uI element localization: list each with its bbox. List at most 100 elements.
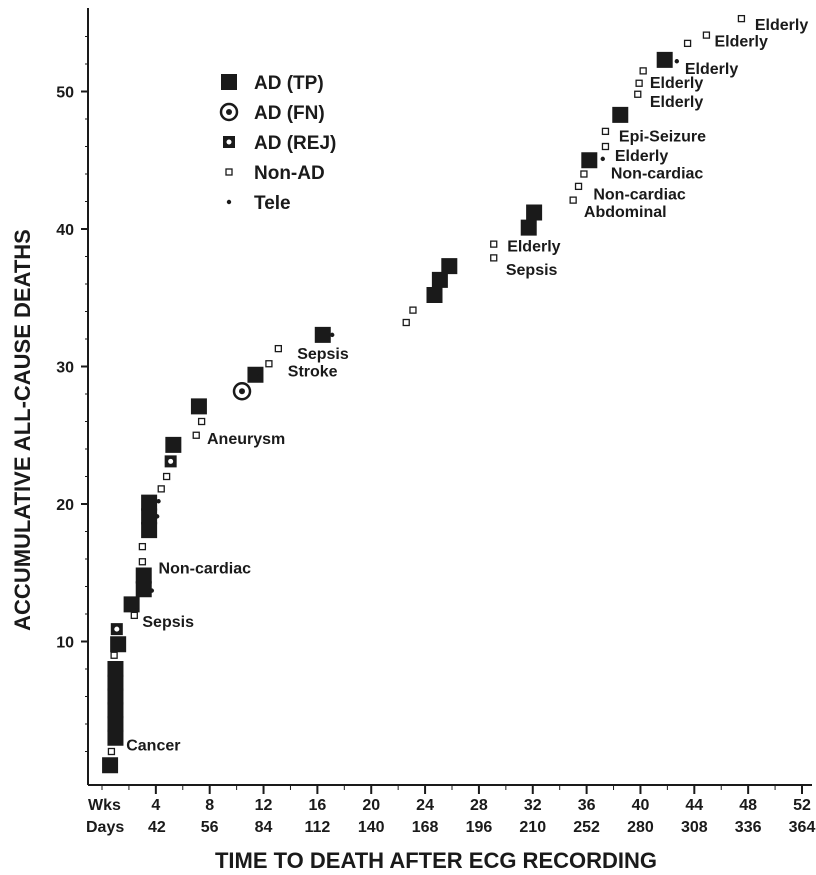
annotation-label: Non-cardiac [593,186,686,203]
annotation-label: Sepsis [142,614,194,631]
x-tick-label-day: 252 [573,819,600,836]
point-nonad [702,31,711,39]
point-nonad [157,485,165,493]
point-tele [257,373,262,379]
point-tp [135,581,152,598]
annotation-label: Elderly [715,34,768,51]
x-tick-label-day: 42 [148,819,166,836]
annotation-label: Elderly [650,75,703,92]
x-tick-label-week: 32 [524,797,542,814]
point-tp [123,596,140,613]
x-tick-label-week: 16 [308,797,326,814]
annotation-label: Elderly [650,94,703,111]
point-tp [107,688,124,705]
point-tp [141,494,158,511]
point-nonad [265,360,273,368]
legend-marker-fn-dot [226,109,232,115]
point-nonad [737,14,746,23]
x-tick-label-week: 52 [793,797,811,814]
x-tick-label-week: 48 [739,797,757,814]
point-rej-hole [168,458,174,464]
y-ticks: 10 20 30 40 50 [56,36,88,752]
x-tick-label-week: 8 [205,797,214,814]
legend-label-tele: Tele [254,193,291,214]
annotation-label: Elderly [755,17,808,34]
point-fn-dot [239,388,245,395]
point-nonad [490,254,498,262]
annotation-label: Sepsis [297,346,349,363]
x-ticks: Wks Days 4 42 8 56 12 84 16 112 20 140 24 168 28 196 32 2… [86,785,815,836]
annotation-label: Cancer [126,738,180,755]
x-tick-label-week: 20 [362,797,380,814]
point-tp [165,436,182,453]
annotations: CancerSepsisNon-cardiacAneurysmStrokeSep… [126,17,808,755]
point-tele [149,588,155,593]
point-nonad [274,344,282,353]
point-nonad [138,542,147,551]
annotation-label: Sepsis [506,262,558,279]
point-tp [107,674,124,691]
point-nonad [490,240,498,248]
point-nonad [402,318,410,327]
point-nonad [634,90,642,98]
legend-marker-tele [226,199,232,205]
point-tp [141,508,158,525]
annotation-label: Elderly [685,61,738,78]
x-row-label-wks: Wks [88,797,121,814]
point-tp [107,661,124,677]
point-nonad [107,747,116,756]
point-nonad [409,306,417,314]
x-tick-label-day: 140 [358,819,385,836]
point-nonad [569,196,577,204]
annotation-label: Abdominal [584,204,667,221]
point-tp [107,702,124,719]
x-tick-label-day: 210 [519,819,546,836]
point-tp [135,567,152,584]
point-nonad [639,67,647,75]
point-nonad [138,558,147,566]
legend-marker-tp [221,74,237,90]
point-tp [314,326,331,343]
point-tp [107,729,124,746]
legend-label-rej: AD (REJ) [254,133,336,154]
point-tp [190,398,207,415]
x-tick-label-week: 28 [470,797,488,814]
x-tick-label-week: 40 [632,797,650,814]
point-fn [232,382,252,401]
x-tick-label-day: 364 [789,819,816,836]
legend-marker-nonad [225,168,233,176]
point-tp [612,106,629,123]
point-tele [674,59,680,64]
point-rej [164,455,177,468]
point-nonad [110,651,118,659]
x-tick-label-week: 36 [578,797,596,814]
annotation-label: Elderly [507,239,560,256]
point-tele [134,604,140,610]
point-tp [656,51,673,68]
point-tp [426,287,443,303]
annotation-label: Stroke [288,364,338,381]
point-tp [247,366,264,383]
y-tick-label: 20 [56,497,74,514]
point-nonad [601,127,610,136]
x-tick-label-day: 168 [412,819,439,836]
point-rej [110,623,123,636]
point-nonad [601,142,610,151]
annotation-label: Non-cardiac [611,166,704,183]
x-tick-label-week: 12 [255,797,273,814]
x-tick-label-day: 280 [627,819,654,836]
x-tick-label-day: 112 [304,819,330,836]
point-nonad [162,472,171,481]
y-tick-label: 50 [56,85,74,102]
legend: AD (TP) AD (FN) AD (REJ) Non-AD Tele [219,73,336,214]
point-nonad [192,431,200,439]
point-tele [600,156,605,162]
legend-marker-rej-hole [226,139,232,145]
x-tick-label-week: 44 [685,797,703,814]
y-tick-label: 10 [56,635,74,652]
y-tick-label: 30 [56,360,74,377]
point-tele [154,514,160,519]
point-tp [441,258,458,275]
point-nonad [635,79,643,87]
legend-label-tp: AD (TP) [254,73,324,94]
